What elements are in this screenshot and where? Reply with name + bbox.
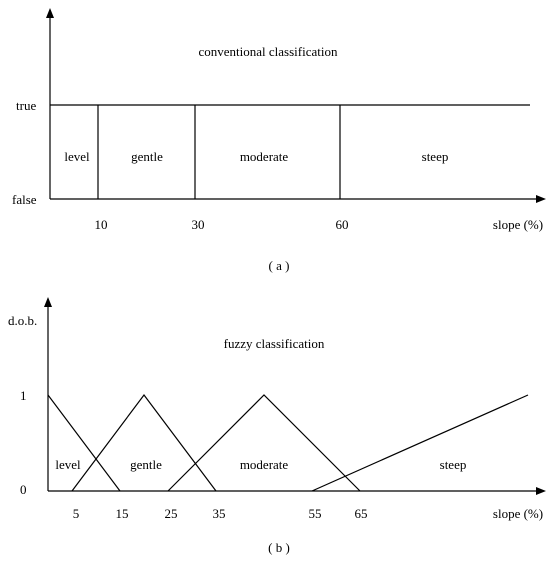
panel-b-tick-35: 35 bbox=[213, 506, 226, 521]
panel-b-caption: ( b ) bbox=[268, 540, 290, 555]
membership-line-gentle bbox=[71, 394, 217, 492]
panel-b-class-moderate: moderate bbox=[240, 457, 289, 472]
panel-a-x-axis-arrow bbox=[536, 195, 546, 203]
panel-a-tick-60: 60 bbox=[336, 217, 349, 232]
panel-a: conventional classification true false l… bbox=[12, 8, 546, 273]
panel-b-x-axis-label: slope (%) bbox=[493, 506, 543, 521]
panel-b-x-axis-arrow bbox=[536, 487, 546, 495]
panel-b-y-zero-label: 0 bbox=[20, 482, 27, 497]
membership-line-moderate bbox=[167, 394, 361, 492]
panel-b-tick-65: 65 bbox=[355, 506, 368, 521]
panel-b-y-one-label: 1 bbox=[20, 388, 27, 403]
panel-a-y-axis-arrow bbox=[46, 8, 54, 18]
panel-b-tick-5: 5 bbox=[73, 506, 80, 521]
panel-a-x-axis-label: slope (%) bbox=[493, 217, 543, 232]
panel-b-tick-55: 55 bbox=[309, 506, 322, 521]
panel-b-class-gentle: gentle bbox=[130, 457, 162, 472]
panel-a-false-label: false bbox=[12, 192, 37, 207]
panel-a-tick-10: 10 bbox=[95, 217, 108, 232]
panel-a-class-level: level bbox=[64, 149, 90, 164]
panel-b-y-axis-label: d.o.b. bbox=[8, 313, 37, 328]
panel-a-true-label: true bbox=[16, 98, 36, 113]
panel-b-class-level: level bbox=[55, 457, 81, 472]
membership-line-steep bbox=[311, 394, 529, 492]
membership-line-level bbox=[47, 394, 121, 492]
panel-b-tick-15: 15 bbox=[116, 506, 129, 521]
panel-a-class-steep: steep bbox=[422, 149, 449, 164]
panel-a-caption: ( a ) bbox=[269, 258, 290, 273]
panel-a-class-moderate: moderate bbox=[240, 149, 289, 164]
panel-b-title: fuzzy classification bbox=[224, 336, 325, 351]
panel-b-y-axis-arrow bbox=[44, 297, 52, 307]
panel-a-title: conventional classification bbox=[199, 44, 338, 59]
panel-b-membership-lines bbox=[47, 394, 529, 492]
panel-b: d.o.b. 1 0 fuzzy classification level ge… bbox=[8, 297, 546, 555]
panel-b-tick-25: 25 bbox=[165, 506, 178, 521]
panel-a-class-gentle: gentle bbox=[131, 149, 163, 164]
panel-a-tick-30: 30 bbox=[192, 217, 205, 232]
panel-b-class-steep: steep bbox=[440, 457, 467, 472]
